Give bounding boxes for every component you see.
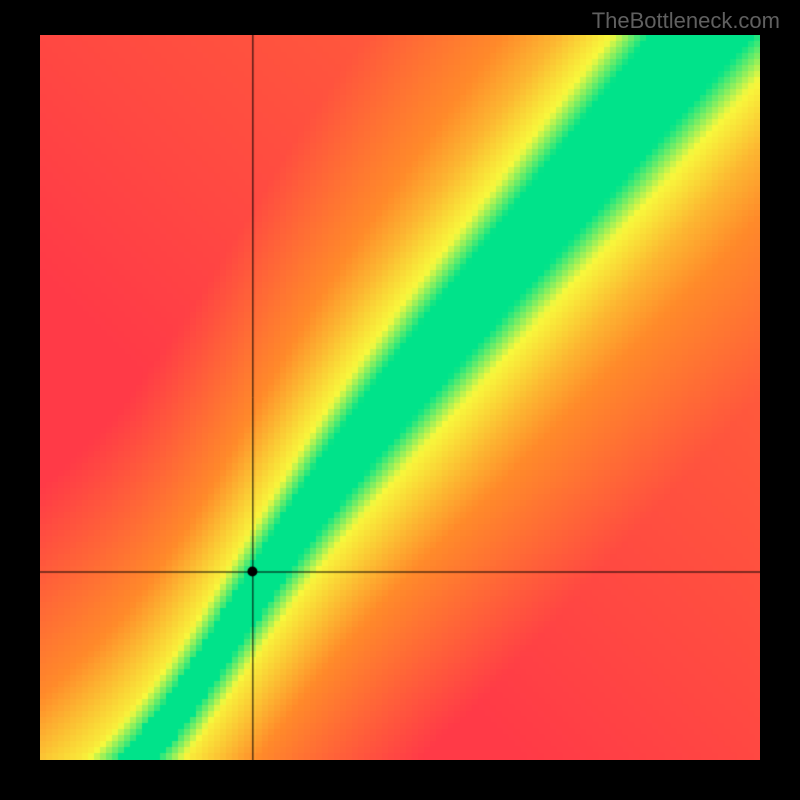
watermark-text: TheBottleneck.com [592,8,780,34]
crosshair-overlay [40,35,760,760]
chart-container: { "watermark": { "text": "TheBottleneck.… [0,0,800,800]
